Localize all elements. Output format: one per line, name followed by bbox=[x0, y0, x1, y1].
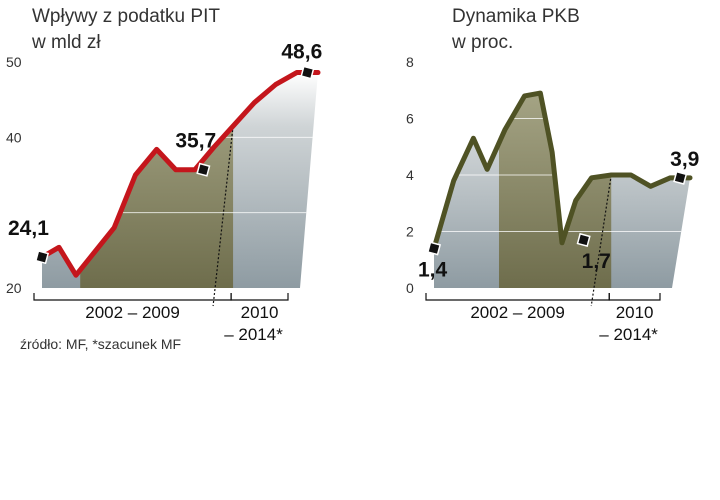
data-point-marker bbox=[300, 65, 315, 80]
highlight-period-fill bbox=[80, 72, 234, 288]
period-brace bbox=[425, 293, 610, 301]
data-label: 24,1 bbox=[8, 217, 49, 240]
data-point-marker bbox=[426, 241, 442, 256]
y-tick-label: 40 bbox=[6, 129, 22, 145]
data-point-marker bbox=[576, 232, 591, 248]
chart-title: Wpływy z podatku PIT w mld zł bbox=[31, 6, 220, 53]
data-label: 1,4 bbox=[418, 258, 448, 281]
data-label: 1,7 bbox=[582, 250, 611, 273]
pit-revenue-chart: Wpływy z podatku PIT w mld zł 20 40 50 24,1 35… bbox=[6, 6, 322, 344]
series-line bbox=[431, 90, 693, 251]
period-brace bbox=[230, 293, 289, 301]
chart-title: Dynamika PKB w proc. bbox=[451, 6, 580, 53]
source-note: źródło: MF, *szacunek MF bbox=[20, 336, 181, 352]
y-tick-label: 6 bbox=[406, 111, 414, 127]
y-tick-label: 0 bbox=[406, 280, 414, 296]
period-label: 2002 – 2009 bbox=[470, 303, 565, 322]
data-label: 3,9 bbox=[670, 148, 699, 171]
period-label: 2002 – 2009 bbox=[85, 303, 180, 322]
data-label: 35,7 bbox=[175, 130, 216, 153]
data-point-marker bbox=[196, 162, 211, 177]
y-tick-label: 2 bbox=[406, 224, 414, 240]
y-tick-label: 20 bbox=[6, 280, 22, 296]
data-label: 48,6 bbox=[281, 41, 322, 64]
area-fill bbox=[434, 93, 690, 288]
gdp-growth-chart: Dynamika PKB w proc. 0 2 4 6 8 1,4 1,7 3,9 2002 – … bbox=[406, 6, 699, 344]
y-tick-label: 50 bbox=[6, 54, 22, 70]
period-label: 2010– 2014* bbox=[224, 303, 283, 344]
series-line bbox=[39, 70, 321, 278]
period-brace bbox=[33, 293, 232, 301]
data-point-marker bbox=[34, 250, 50, 265]
period-label: 2010– 2014* bbox=[599, 303, 658, 344]
y-tick-label: 8 bbox=[406, 54, 414, 70]
data-point-marker bbox=[673, 170, 688, 185]
period-brace bbox=[608, 293, 661, 301]
y-tick-label: 4 bbox=[406, 167, 414, 183]
